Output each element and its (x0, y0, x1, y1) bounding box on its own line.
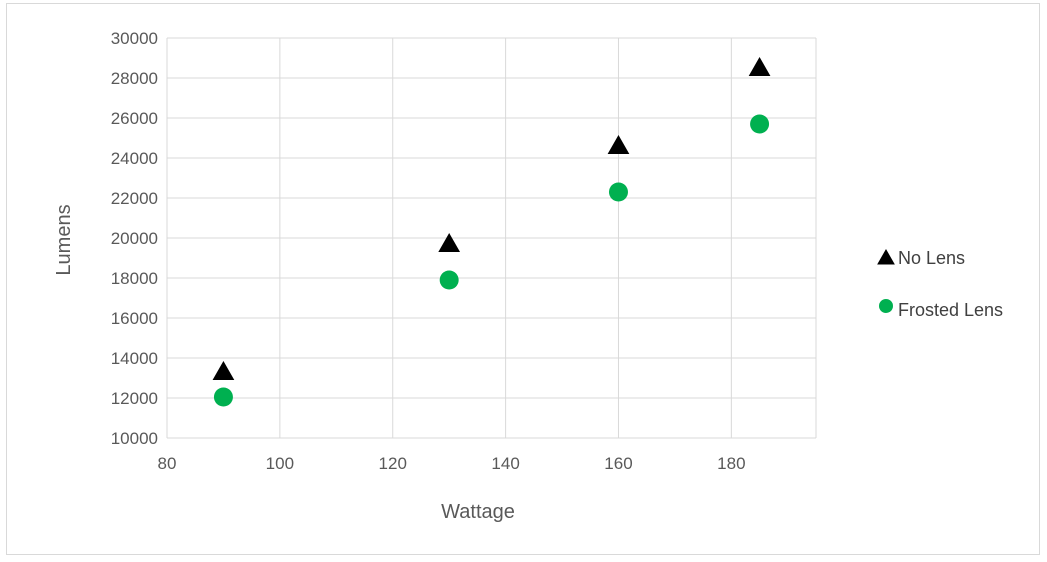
y-tick-label: 26000 (111, 109, 158, 128)
legend-label-frosted-lens: Frosted Lens (898, 300, 1003, 320)
data-point-no-lens (607, 134, 630, 154)
y-tick-label: 28000 (111, 69, 158, 88)
data-point-no-lens (212, 360, 235, 380)
x-tick-label: 160 (604, 454, 632, 473)
data-point-frosted-lens (213, 387, 233, 407)
legend-label-no-lens: No Lens (898, 248, 965, 268)
data-point-no-lens (438, 232, 461, 252)
x-tick-label: 180 (717, 454, 745, 473)
y-tick-label: 24000 (111, 149, 158, 168)
y-tick-label: 22000 (111, 189, 158, 208)
y-tick-label: 14000 (111, 349, 158, 368)
y-tick-label: 16000 (111, 309, 158, 328)
y-tick-label: 18000 (111, 269, 158, 288)
y-tick-label: 20000 (111, 229, 158, 248)
x-axis-title: Wattage (441, 501, 515, 523)
y-tick-label: 10000 (111, 429, 158, 448)
data-point-frosted-lens (439, 270, 459, 290)
y-tick-label: 12000 (111, 389, 158, 408)
triangle-marker-icon (877, 248, 895, 265)
legend: No Lens Frosted Lens (877, 248, 1003, 320)
legend-item-frosted-lens: Frosted Lens (879, 299, 1003, 320)
data-point-no-lens (748, 56, 771, 76)
x-tick-label: 100 (266, 454, 294, 473)
grid-lines (166, 37, 817, 439)
data-point-frosted-lens (608, 182, 628, 202)
x-axis-ticks: 80 100 120 140 160 180 (158, 454, 746, 473)
x-tick-label: 120 (379, 454, 407, 473)
y-tick-label: 30000 (111, 29, 158, 48)
chart-frame (6, 3, 1040, 555)
y-axis-ticks: 10000 12000 14000 16000 18000 20000 22000 24000… (111, 29, 158, 448)
data-point-frosted-lens (750, 114, 770, 134)
x-tick-label: 80 (158, 454, 177, 473)
circle-marker-icon (879, 299, 893, 313)
legend-item-no-lens: No Lens (877, 248, 965, 268)
data-points (212, 56, 771, 407)
x-tick-label: 140 (491, 454, 519, 473)
y-axis-title: Lumens (53, 204, 75, 275)
